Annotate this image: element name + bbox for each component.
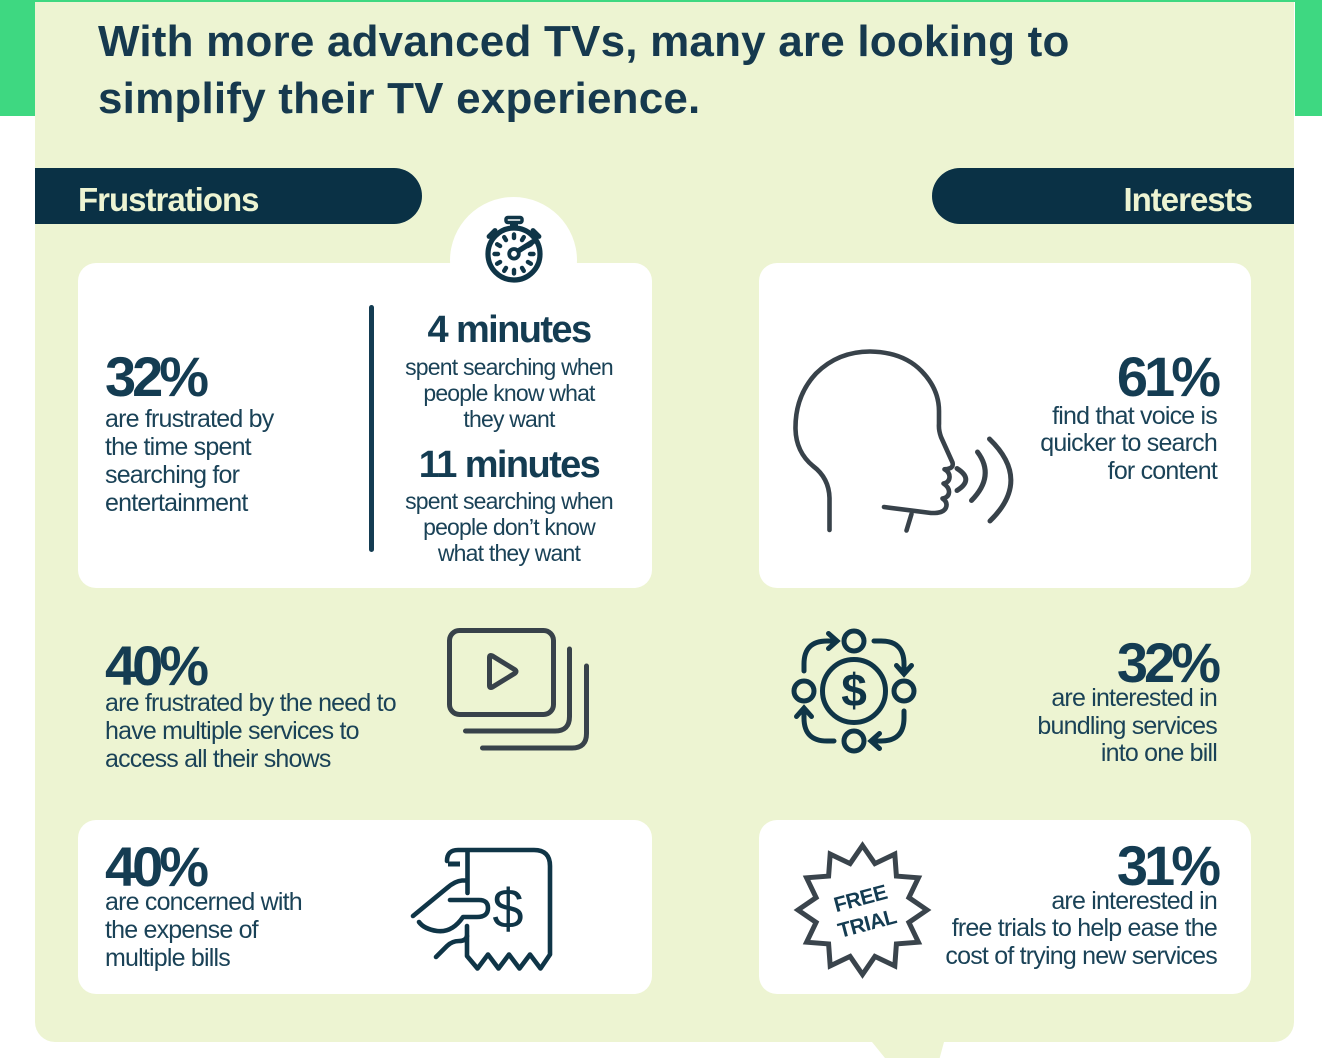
svg-text:$: $ <box>841 664 867 716</box>
svg-text:$: $ <box>492 877 523 940</box>
